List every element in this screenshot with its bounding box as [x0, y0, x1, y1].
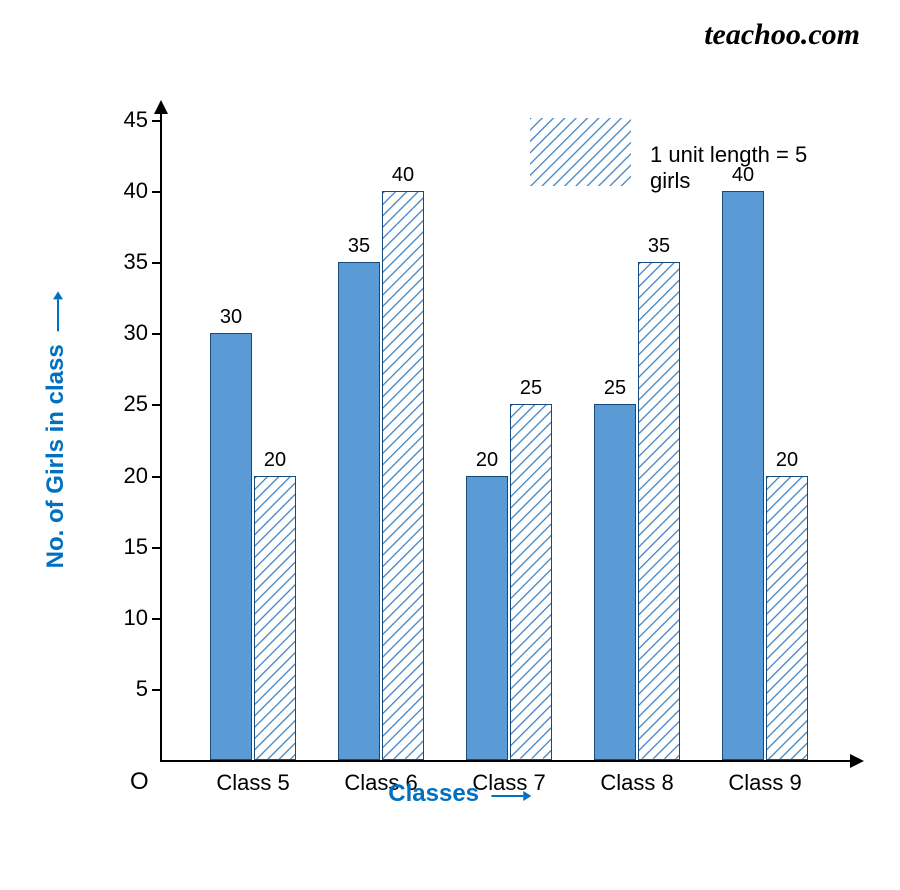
bar-value-label: 20	[255, 449, 295, 472]
bar-value-label: 20	[467, 449, 507, 472]
x-tick-label: Class 5	[216, 770, 289, 796]
bar-value-label: 40	[723, 164, 763, 187]
x-axis-title: Classes	[388, 780, 531, 809]
arrow-right-icon	[43, 292, 71, 332]
y-tick	[152, 191, 160, 193]
y-tick-label: 45	[124, 107, 148, 133]
bar-girls: 30	[210, 333, 252, 760]
bar-boys: 35	[638, 262, 680, 760]
y-tick-label: 25	[124, 391, 148, 417]
y-tick	[152, 476, 160, 478]
bar-girls: 35	[338, 262, 380, 760]
x-tick-label: Class 9	[728, 770, 801, 796]
y-tick-label: 10	[124, 605, 148, 631]
y-tick-label: 20	[124, 463, 148, 489]
plot-area: Girls Boys 1 unit length = 5 girls O 510…	[160, 120, 840, 760]
watermark: teachoo.com	[704, 18, 860, 52]
x-axis-arrow-icon	[850, 754, 864, 768]
bar-chart: Girls Boys 1 unit length = 5 girls O 510…	[60, 90, 860, 850]
y-tick	[152, 689, 160, 691]
y-tick-label: 30	[124, 320, 148, 346]
bar-value-label: 20	[767, 449, 807, 472]
y-tick	[152, 262, 160, 264]
bar-value-label: 40	[383, 164, 423, 187]
x-axis	[160, 760, 855, 762]
bar-boys: 25	[510, 404, 552, 760]
y-axis-arrow-icon	[154, 100, 168, 114]
origin-label: O	[130, 768, 149, 796]
y-tick-label: 15	[124, 534, 148, 560]
y-axis-title: No. of Girls in class	[42, 292, 71, 569]
bar-girls: 20	[466, 476, 508, 760]
bar-value-label: 35	[639, 235, 679, 258]
y-tick-label: 40	[124, 178, 148, 204]
y-tick	[152, 404, 160, 406]
x-tick-label: Class 8	[600, 770, 673, 796]
bar-boys: 40	[382, 191, 424, 760]
y-tick	[152, 333, 160, 335]
bar-boys: 20	[766, 476, 808, 760]
y-tick	[152, 618, 160, 620]
bar-value-label: 25	[511, 377, 551, 400]
bar-boys: 20	[254, 476, 296, 760]
bar-girls: 40	[722, 191, 764, 760]
y-tick	[152, 547, 160, 549]
bar-value-label: 25	[595, 377, 635, 400]
y-tick-label: 5	[136, 676, 148, 702]
bar-value-label: 30	[211, 306, 251, 329]
y-tick	[152, 120, 160, 122]
bar-girls: 25	[594, 404, 636, 760]
bar-value-label: 35	[339, 235, 379, 258]
y-tick-label: 35	[124, 249, 148, 275]
arrow-right-icon	[492, 781, 532, 809]
